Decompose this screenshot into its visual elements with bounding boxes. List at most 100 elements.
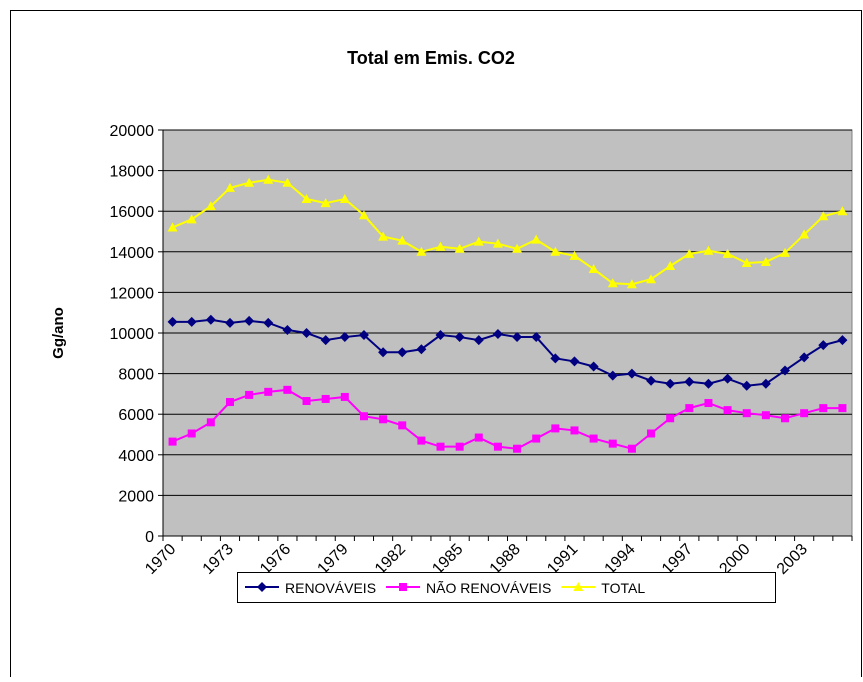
marker xyxy=(301,194,312,204)
marker xyxy=(569,356,580,367)
marker xyxy=(647,429,656,438)
marker xyxy=(358,210,369,220)
y-tick-label: 8000 xyxy=(118,367,154,384)
marker xyxy=(646,274,657,284)
marker xyxy=(224,317,235,328)
marker xyxy=(781,414,790,423)
marker xyxy=(837,335,848,346)
y-tick-label: 4000 xyxy=(118,448,154,465)
marker xyxy=(225,398,234,407)
marker xyxy=(205,314,216,325)
marker xyxy=(454,332,465,343)
y-tick-label: 6000 xyxy=(118,407,154,424)
y-tick-label: 20000 xyxy=(110,123,155,140)
marker xyxy=(799,229,810,239)
marker xyxy=(263,174,274,184)
marker xyxy=(282,177,293,187)
marker xyxy=(379,415,388,424)
marker xyxy=(397,235,408,245)
marker xyxy=(339,332,350,343)
marker xyxy=(283,385,292,394)
marker xyxy=(723,406,732,415)
marker xyxy=(282,324,293,335)
marker xyxy=(627,444,636,453)
marker xyxy=(703,245,714,255)
marker xyxy=(264,387,273,396)
marker xyxy=(397,347,408,358)
marker xyxy=(301,328,312,338)
y-tick-label: 0 xyxy=(145,529,154,546)
marker xyxy=(186,316,197,327)
marker xyxy=(244,315,255,326)
marker xyxy=(454,243,465,253)
marker xyxy=(167,222,178,232)
marker xyxy=(761,411,770,420)
marker xyxy=(837,206,848,216)
marker xyxy=(399,583,408,591)
marker xyxy=(435,330,446,341)
marker xyxy=(513,444,522,453)
marker xyxy=(378,231,389,241)
marker xyxy=(800,409,809,418)
marker xyxy=(573,582,584,591)
marker xyxy=(474,433,483,442)
chart-title: Total em Emis. CO2 xyxy=(347,48,515,68)
y-tick-label: 18000 xyxy=(110,164,155,181)
marker xyxy=(704,399,713,408)
marker xyxy=(339,194,350,204)
marker xyxy=(722,248,733,258)
marker xyxy=(224,182,235,192)
marker xyxy=(492,329,503,340)
marker xyxy=(512,332,523,343)
marker xyxy=(187,429,196,438)
marker xyxy=(398,421,407,430)
y-axis-label: Gg/ano xyxy=(50,307,67,359)
marker xyxy=(741,257,752,267)
marker xyxy=(818,211,829,221)
marker xyxy=(588,361,599,372)
marker xyxy=(492,238,503,248)
marker xyxy=(493,442,502,451)
marker xyxy=(205,201,216,211)
marker xyxy=(569,250,580,260)
y-tick-label: 10000 xyxy=(110,326,155,343)
marker xyxy=(551,424,560,433)
marker xyxy=(436,442,445,451)
marker xyxy=(321,394,330,403)
marker xyxy=(320,335,331,346)
marker xyxy=(607,370,618,381)
marker xyxy=(703,378,714,389)
marker xyxy=(416,344,427,355)
marker xyxy=(626,368,637,379)
marker xyxy=(684,248,695,258)
marker xyxy=(550,246,561,256)
marker xyxy=(780,365,791,376)
marker xyxy=(302,397,311,406)
marker xyxy=(607,278,618,288)
marker xyxy=(416,246,427,256)
marker xyxy=(206,418,215,427)
marker xyxy=(257,582,267,592)
marker xyxy=(685,404,694,413)
marker xyxy=(666,414,675,423)
marker xyxy=(780,247,791,257)
marker xyxy=(760,256,771,266)
marker xyxy=(838,404,847,413)
marker xyxy=(244,177,255,187)
marker xyxy=(799,352,810,363)
marker xyxy=(684,376,695,387)
marker xyxy=(818,340,829,351)
marker xyxy=(608,439,617,448)
marker xyxy=(473,335,484,346)
marker xyxy=(455,442,464,451)
marker xyxy=(512,243,523,253)
marker xyxy=(626,279,637,289)
marker xyxy=(665,261,676,271)
marker xyxy=(646,375,657,386)
marker xyxy=(760,378,771,389)
marker xyxy=(665,378,676,389)
marker xyxy=(358,330,369,341)
marker xyxy=(320,198,331,208)
marker xyxy=(378,347,389,358)
